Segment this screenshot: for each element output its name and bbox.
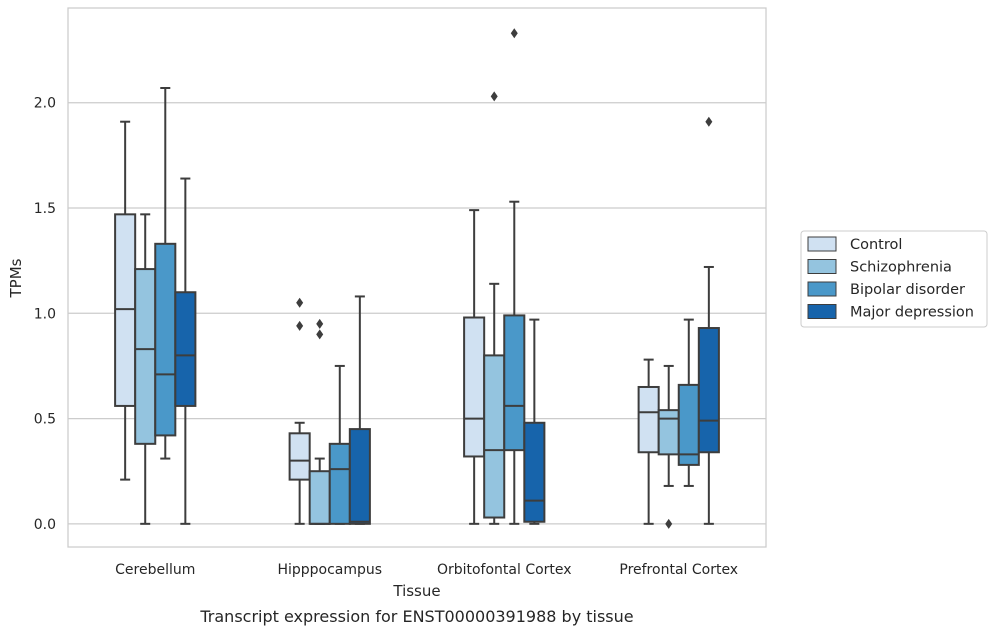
- x-tick-labels: Cerebellum Hipppocampus Orbitofontal Corte…: [115, 562, 738, 578]
- plot-area-frame: [67, 7, 767, 548]
- outlier-point: [665, 518, 673, 529]
- legend-swatch: [807, 259, 837, 274]
- x-tick-label: Hipppocampus: [277, 562, 382, 578]
- box-control: [114, 120, 137, 481]
- chart-caption: Transcript expression for ENST0000039198…: [199, 607, 633, 626]
- outlier-point: [316, 318, 324, 329]
- outlier-point: [490, 91, 498, 102]
- iqr-box: [463, 316, 486, 458]
- outlier-point: [296, 297, 304, 308]
- legend: Control Schizophrenia Bipolar disorder Majo…: [800, 230, 988, 328]
- legend-label: Bipolar disorder: [850, 282, 965, 298]
- iqr-box: [328, 442, 351, 525]
- iqr-box: [697, 327, 720, 454]
- box-groups: [114, 28, 720, 529]
- outlier-point: [296, 320, 304, 331]
- legend-swatch: [807, 304, 837, 319]
- y-tick-label: 1.0: [34, 306, 56, 322]
- outlier-point: [510, 28, 518, 39]
- iqr-box: [308, 470, 331, 525]
- y-tick-label: 1.5: [34, 201, 56, 217]
- x-axis-title: Tissue: [392, 582, 440, 600]
- iqr-box: [677, 383, 700, 466]
- box-major-depression: [348, 295, 371, 525]
- box-control: [463, 209, 486, 525]
- legend-swatch: [807, 236, 837, 252]
- box-major-depression: [174, 177, 197, 525]
- box-bipolar-disorder: [503, 28, 526, 525]
- y-tick-labels: 0.0 0.5 1.0 1.5 2.0: [34, 96, 56, 533]
- legend-item: Schizophrenia: [807, 259, 952, 276]
- box-control: [288, 297, 311, 525]
- x-tick-label: Prefrontal Cortex: [619, 562, 738, 578]
- outlier-point: [705, 116, 713, 127]
- iqr-box: [348, 428, 371, 525]
- x-tick-label: Orbitofontal Cortex: [437, 562, 572, 578]
- legend-label: Schizophrenia: [850, 260, 952, 276]
- box-bipolar-disorder: [677, 318, 700, 487]
- legend-items: Control Schizophrenia Bipolar disorder Majo…: [807, 236, 974, 321]
- legend-swatch: [807, 281, 837, 297]
- iqr-box: [523, 421, 546, 523]
- x-tick-label: Cerebellum: [115, 562, 195, 578]
- legend-label: Major depression: [850, 305, 974, 321]
- y-tick-label: 2.0: [34, 96, 56, 112]
- legend-item: Bipolar disorder: [807, 281, 965, 298]
- iqr-box: [174, 291, 197, 407]
- box-schizophrenia: [657, 364, 680, 529]
- iqr-box: [503, 314, 526, 452]
- box-schizophrenia: [308, 318, 331, 525]
- iqr-box: [134, 268, 157, 445]
- box-major-depression: [697, 116, 720, 525]
- box-schizophrenia: [134, 213, 157, 525]
- box-bipolar-disorder: [328, 364, 351, 525]
- iqr-box: [483, 354, 506, 519]
- box-major-depression: [523, 318, 546, 525]
- y-axis-title: TPMs: [7, 258, 25, 298]
- iqr-box: [114, 213, 137, 407]
- box-schizophrenia: [483, 91, 506, 525]
- legend-frame: [800, 230, 988, 328]
- legend-item: Control: [807, 236, 902, 253]
- box-control: [637, 358, 660, 525]
- box-bipolar-disorder: [154, 87, 177, 460]
- y-tick-label: 0.0: [34, 517, 56, 533]
- iqr-box: [154, 242, 177, 437]
- outlier-point: [316, 329, 324, 340]
- legend-label: Control: [850, 237, 902, 253]
- legend-item: Major depression: [807, 304, 974, 321]
- iqr-box: [657, 409, 680, 456]
- iqr-box: [637, 385, 660, 454]
- iqr-box: [288, 432, 311, 481]
- y-tick-label: 0.5: [34, 412, 56, 428]
